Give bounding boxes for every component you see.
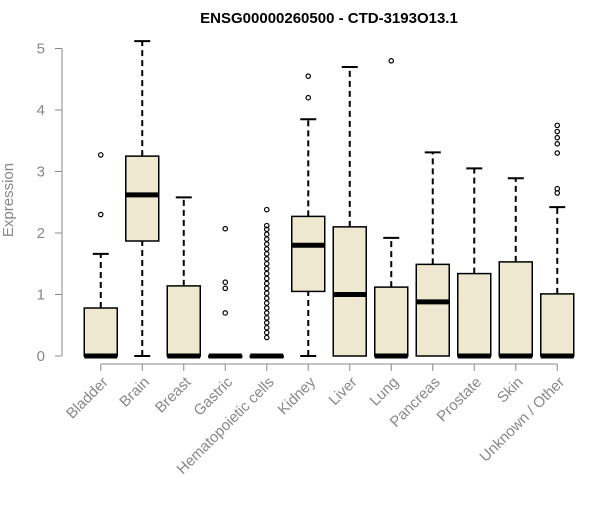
box-body — [332, 226, 367, 357]
box-body — [125, 155, 160, 242]
y-tick-label: 2 — [37, 225, 45, 242]
box-pancreas — [415, 151, 450, 357]
outlier-point — [263, 206, 270, 213]
box-skin — [498, 177, 533, 359]
outlier-point — [263, 270, 270, 277]
box-hematopoietic-cells — [249, 206, 284, 359]
outlier-point — [97, 211, 104, 218]
box-body — [291, 215, 326, 293]
outlier-point — [263, 280, 270, 287]
outlier-point — [388, 57, 395, 64]
box-body — [415, 263, 450, 357]
outlier-point — [263, 300, 270, 306]
outlier-point — [263, 260, 270, 267]
outlier-point — [263, 251, 270, 257]
outlier-point — [263, 275, 270, 282]
x-tick-label: Skin — [494, 374, 527, 407]
box-body — [498, 261, 533, 357]
outlier-point — [263, 334, 270, 341]
y-tick-label: 4 — [37, 102, 45, 119]
x-tick-label: Bladder — [63, 374, 112, 423]
outlier-point — [554, 122, 561, 129]
box-body — [457, 272, 492, 357]
outlier-point — [554, 141, 561, 147]
outlier-point — [263, 310, 270, 316]
outlier-point — [222, 279, 229, 286]
box-kidney — [291, 73, 326, 357]
box-breast — [166, 196, 201, 359]
outlier-point — [554, 134, 561, 141]
x-tick-label: Breast — [152, 373, 195, 416]
box-body — [374, 286, 409, 357]
y-tick-label: 1 — [37, 287, 45, 304]
outlier-point — [263, 324, 270, 331]
box-unknown-other — [540, 122, 575, 359]
outlier-point — [263, 295, 270, 301]
x-tick-label: Brain — [116, 374, 153, 411]
outlier-point — [263, 319, 270, 326]
y-tick-label: 5 — [37, 41, 45, 58]
outlier-point — [263, 246, 270, 252]
outlier-point — [263, 256, 270, 262]
box-liver — [332, 65, 367, 357]
outlier-point — [305, 94, 312, 101]
box-gastric — [208, 225, 243, 359]
outlier-point — [554, 128, 561, 135]
outlier-point — [263, 222, 270, 229]
box-brain — [125, 40, 160, 357]
y-axis-label: Expression — [0, 163, 17, 237]
box-prostate — [457, 167, 492, 359]
x-tick-label: Kidney — [275, 373, 320, 418]
y-axis: 0 1 2 3 4 5 — [37, 41, 63, 365]
outlier-point — [222, 225, 229, 232]
outlier-point — [263, 236, 270, 242]
box-body — [540, 293, 575, 357]
outlier-point — [97, 152, 104, 158]
boxes-group — [83, 40, 575, 359]
outlier-point — [222, 310, 229, 316]
outlier-point — [554, 185, 561, 192]
outlier-point — [263, 231, 270, 238]
x-tick-label: Lung — [366, 374, 402, 410]
x-tick-label: Prostate — [434, 374, 486, 426]
outlier-point — [263, 305, 270, 311]
box-bladder — [83, 152, 118, 359]
x-tick-label: Liver — [326, 374, 361, 409]
outlier-point — [263, 285, 270, 292]
chart-title: ENSG00000260500 - CTD-3193O13.1 — [200, 10, 458, 27]
box-lung — [374, 57, 409, 359]
y-tick-label: 0 — [37, 348, 45, 365]
outlier-point — [263, 265, 270, 272]
outlier-point — [263, 290, 270, 297]
y-tick-label: 3 — [37, 164, 45, 181]
outlier-point — [263, 226, 270, 233]
box-body — [166, 285, 201, 357]
outlier-point — [222, 285, 229, 292]
outlier-point — [263, 241, 270, 247]
outlier-point — [305, 73, 312, 79]
outlier-point — [263, 315, 270, 321]
outlier-point — [263, 329, 270, 336]
box-body — [83, 307, 118, 357]
outlier-point — [554, 150, 561, 156]
